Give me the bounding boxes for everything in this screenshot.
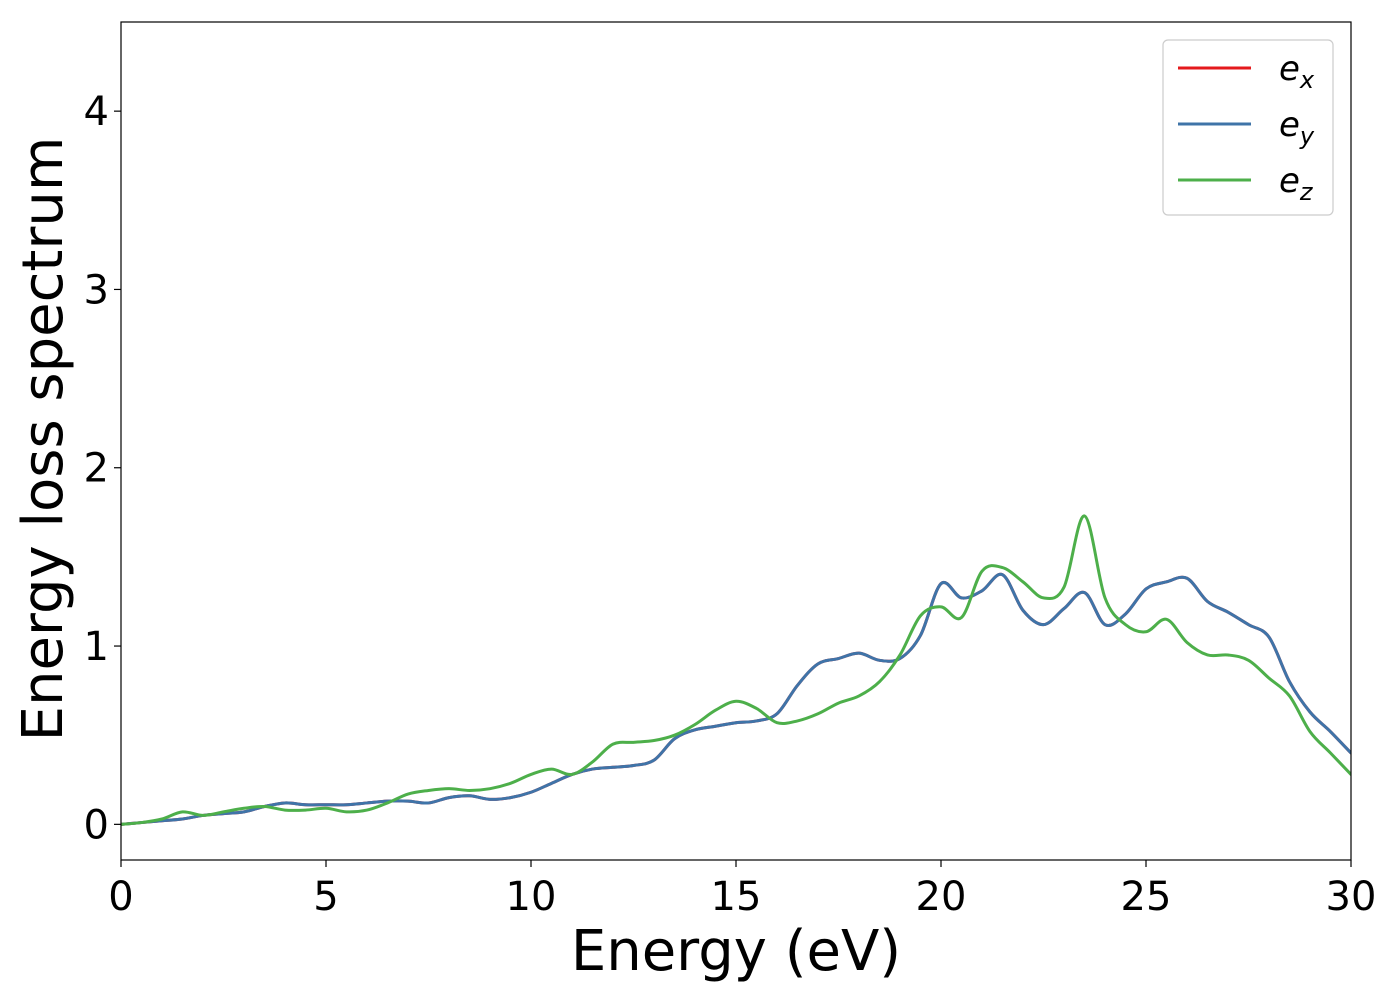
x-tick-label: 20 bbox=[916, 874, 967, 920]
legend-label: ex bbox=[1279, 49, 1315, 94]
x-tick-label: 10 bbox=[506, 874, 557, 920]
y-tick-label: 4 bbox=[84, 89, 109, 135]
legend-label: ey bbox=[1279, 105, 1315, 150]
y-tick-label: 3 bbox=[84, 267, 109, 313]
axes: 0 5 10 15 20 25 30 0 1 2 3 4 Energy (eV) Energy loss … bbox=[11, 21, 1377, 984]
x-tick-label: 30 bbox=[1326, 874, 1377, 920]
y-tick-label: 2 bbox=[84, 446, 109, 492]
y-axis-title: Energy loss spectrum bbox=[11, 137, 76, 742]
x-axis-title: Energy (eV) bbox=[571, 919, 901, 984]
series-line-ex bbox=[121, 572, 1351, 826]
x-tick-label: 25 bbox=[1121, 874, 1172, 920]
x-tick-label: 15 bbox=[711, 874, 762, 920]
series-line-ey bbox=[121, 572, 1351, 826]
series-line-ez bbox=[121, 514, 1351, 826]
plot-area bbox=[121, 514, 1351, 826]
y-tick-label: 0 bbox=[84, 802, 109, 848]
legend-box bbox=[1162, 39, 1334, 216]
y-tick-label: 1 bbox=[84, 624, 109, 670]
x-tick-label: 0 bbox=[108, 874, 133, 920]
x-tick-label: 5 bbox=[313, 874, 338, 920]
